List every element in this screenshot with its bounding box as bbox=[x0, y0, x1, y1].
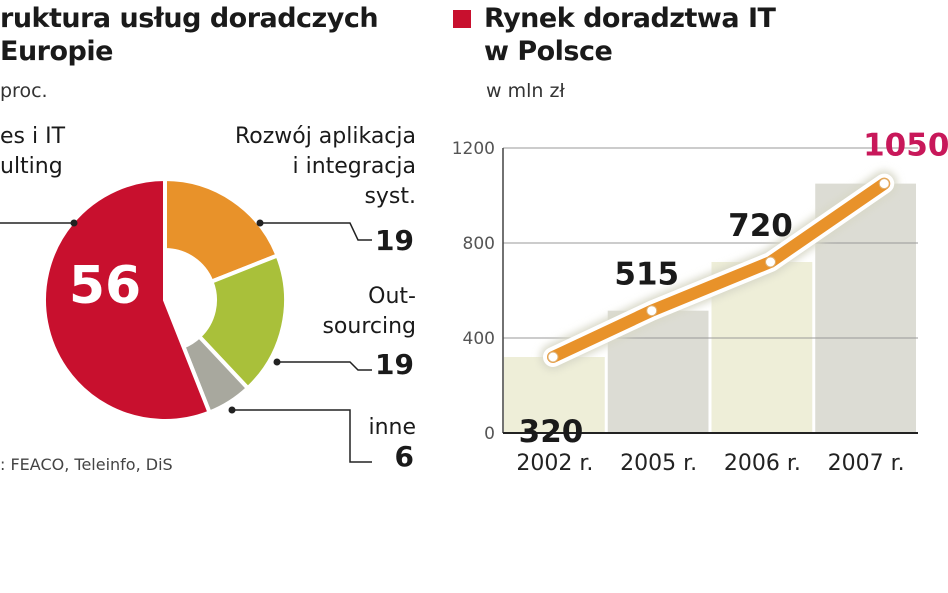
line-subtitle: w mln zł bbox=[486, 80, 565, 102]
data-point bbox=[646, 305, 658, 317]
slice-label-line: Out- bbox=[368, 284, 416, 309]
y-tick-label: 400 bbox=[463, 329, 495, 349]
slice-label-consulting: es i IT ulting bbox=[0, 122, 65, 182]
leader-line-other bbox=[232, 409, 372, 463]
x-tick-label: 2007 r. bbox=[828, 451, 905, 476]
slice-label-apps: Rozwój aplikacja i integracja syst. bbox=[235, 122, 416, 212]
leader-dot bbox=[256, 219, 264, 227]
leader-line-outsourcing bbox=[277, 361, 372, 371]
leader-dot bbox=[70, 219, 78, 227]
slice-apps bbox=[163, 176, 281, 285]
line-chart: 0 400 800 1200 2002 r. 2005 r. 2006 r. 2007 r.… bbox=[452, 128, 948, 476]
y-tick-label: 800 bbox=[463, 234, 495, 254]
slice-label-outsourcing: Out- sourcing bbox=[322, 282, 416, 342]
slice-consulting bbox=[42, 176, 213, 423]
data-label: 1050 bbox=[863, 128, 948, 164]
y-tick-label: 0 bbox=[484, 424, 495, 444]
pie-chart: 56 bbox=[0, 176, 372, 463]
x-tick-label: 2006 r. bbox=[724, 451, 801, 476]
slice-label-line: Rozwój aplikacja bbox=[234, 124, 416, 149]
slice-outsourcing bbox=[196, 252, 288, 392]
slice-label-line: ulting bbox=[0, 154, 63, 179]
data-point bbox=[765, 256, 776, 268]
slice-value-outsourcing: 19 bbox=[375, 348, 414, 381]
data-label: 515 bbox=[614, 257, 679, 293]
slice-value-consulting: 56 bbox=[69, 256, 141, 316]
data-label: 320 bbox=[519, 414, 584, 450]
title-marker bbox=[453, 10, 471, 28]
slice-value-apps: 19 bbox=[375, 224, 414, 257]
y-tick-label: 1200 bbox=[452, 139, 495, 159]
data-point bbox=[878, 178, 890, 190]
leader-line-apps bbox=[260, 222, 372, 241]
slice-value-other: 6 bbox=[394, 440, 414, 473]
x-tick-label: 2002 r. bbox=[516, 451, 593, 476]
pie-source: : FEACO, Teleinfo, DiS bbox=[0, 455, 173, 474]
leader-dot bbox=[273, 358, 281, 366]
x-tick-label: 2005 r. bbox=[620, 451, 697, 476]
slice-label-line: syst. bbox=[364, 184, 416, 209]
pie-subtitle: proc. bbox=[0, 80, 48, 102]
slice-label-line: sourcing bbox=[322, 314, 416, 339]
line-title-line-1: Rynek doradztwa IT bbox=[484, 3, 776, 34]
slice-label-line: es i IT bbox=[0, 124, 66, 149]
pie-title-line-2: Europie bbox=[0, 36, 113, 67]
series-line bbox=[547, 177, 891, 363]
data-label: 720 bbox=[728, 208, 793, 244]
slice-label-other: inne bbox=[368, 415, 416, 440]
leader-dot bbox=[228, 406, 236, 414]
line-title-line-2: w Polsce bbox=[484, 36, 613, 67]
data-point bbox=[547, 351, 559, 363]
slice-label-line: i integracja bbox=[292, 154, 416, 179]
pie-title-line-1: ruktura usług doradczych bbox=[0, 3, 379, 34]
